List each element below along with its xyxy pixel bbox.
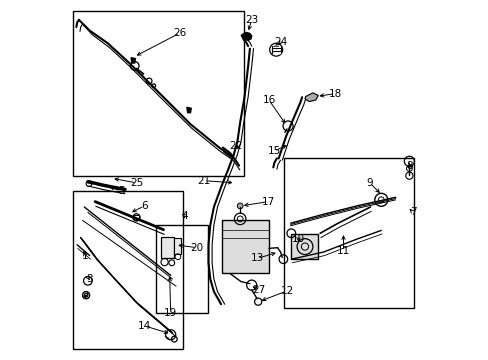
Bar — [174, 238, 181, 254]
Text: 2: 2 — [82, 291, 88, 301]
Polygon shape — [131, 58, 135, 63]
Text: 11: 11 — [336, 246, 349, 256]
Text: 24: 24 — [273, 37, 286, 48]
Text: 19: 19 — [164, 308, 177, 318]
Polygon shape — [133, 215, 139, 220]
Text: 7: 7 — [409, 207, 415, 217]
Text: 18: 18 — [328, 89, 341, 99]
Text: 1: 1 — [82, 251, 88, 261]
Bar — [291, 234, 318, 259]
Bar — [284, 158, 413, 308]
Text: 22: 22 — [229, 141, 242, 151]
Text: 25: 25 — [130, 178, 143, 188]
Text: 14: 14 — [138, 321, 151, 331]
Polygon shape — [305, 93, 318, 102]
Text: 27: 27 — [252, 285, 265, 295]
Text: 10: 10 — [291, 234, 305, 244]
Text: 17: 17 — [262, 197, 275, 207]
Text: 6: 6 — [141, 201, 147, 211]
Text: 5: 5 — [118, 186, 124, 196]
Polygon shape — [242, 32, 251, 40]
Text: 23: 23 — [244, 15, 258, 25]
Bar — [156, 225, 208, 313]
Text: 12: 12 — [280, 286, 293, 296]
Bar — [73, 11, 244, 176]
Text: 8: 8 — [405, 161, 412, 171]
Text: 20: 20 — [190, 243, 203, 253]
Polygon shape — [186, 107, 191, 113]
Text: 26: 26 — [173, 28, 186, 38]
Text: 16: 16 — [262, 95, 275, 105]
Text: 15: 15 — [267, 146, 280, 156]
Bar — [161, 237, 173, 258]
Text: 4: 4 — [182, 211, 188, 221]
Circle shape — [237, 203, 243, 209]
Bar — [73, 191, 183, 349]
Text: 21: 21 — [197, 176, 210, 186]
Bar — [222, 220, 268, 273]
Text: 3: 3 — [85, 274, 92, 284]
Text: 13: 13 — [250, 253, 263, 264]
Text: 9: 9 — [366, 178, 372, 188]
